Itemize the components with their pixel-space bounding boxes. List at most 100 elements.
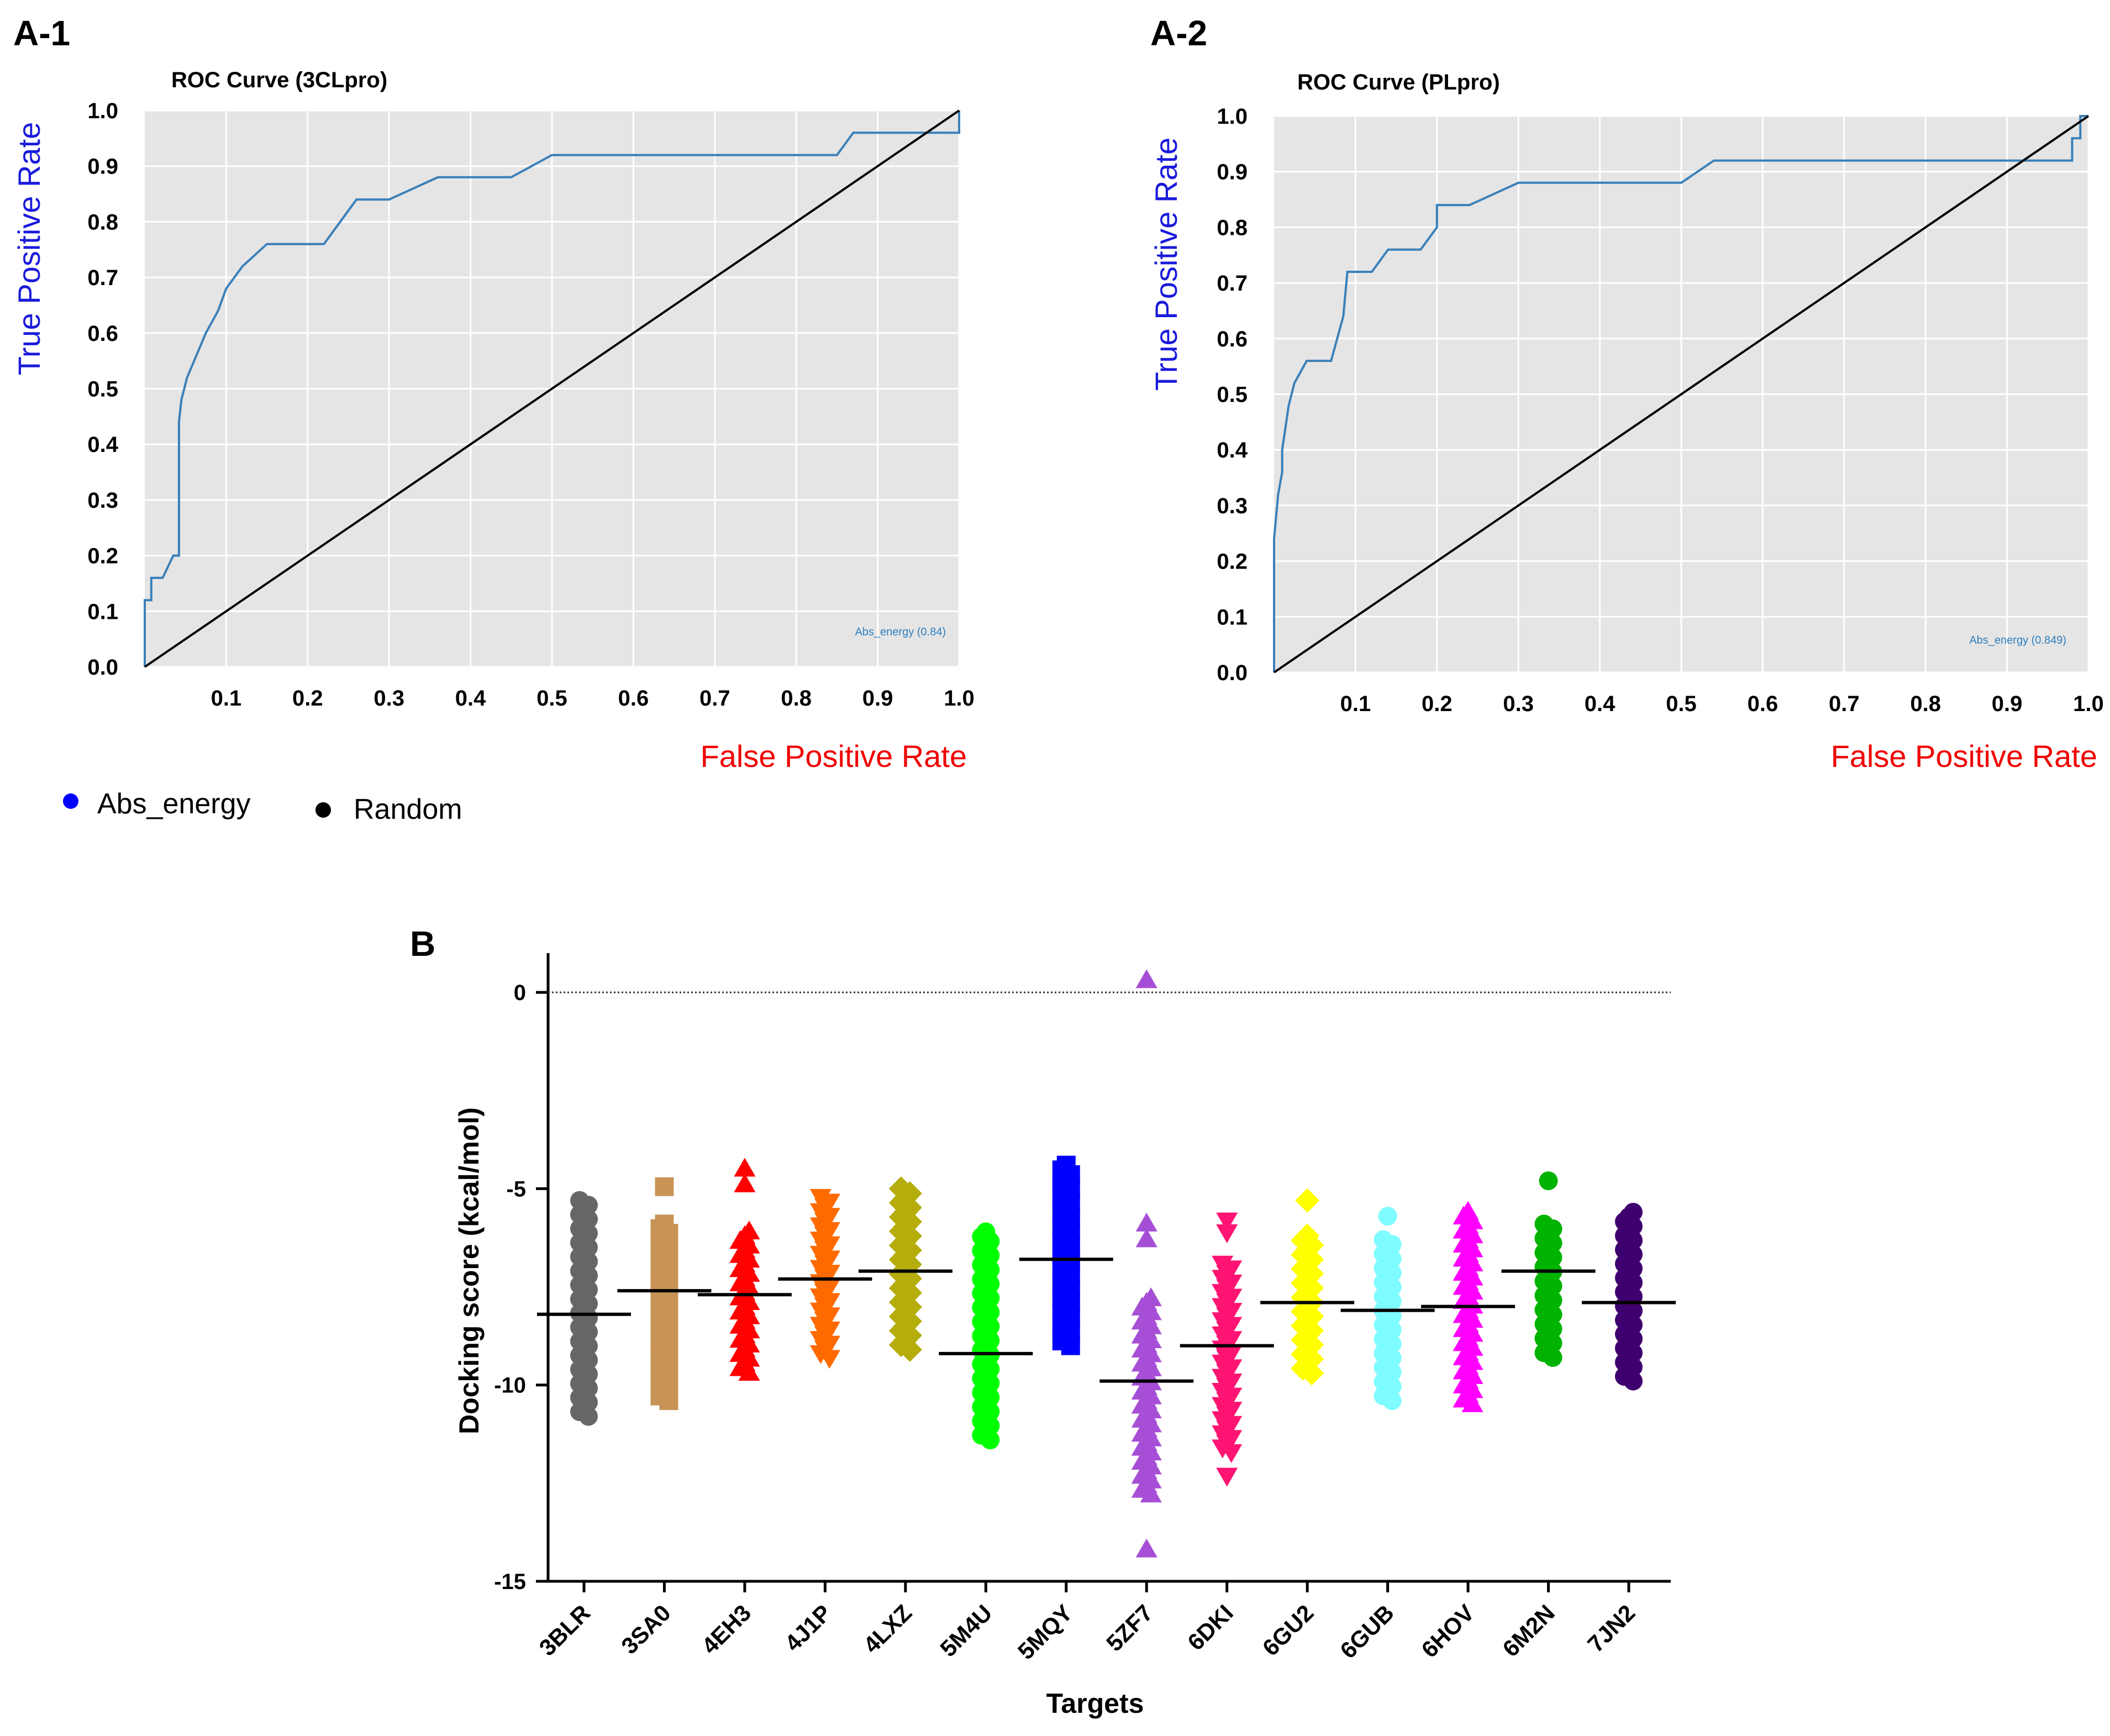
- data-point: [1378, 1207, 1397, 1226]
- data-point: [1534, 1214, 1554, 1234]
- y-tick-label: 0.3: [1217, 494, 1248, 518]
- y-tick-label: 0.2: [87, 544, 118, 569]
- series-6gub: [1340, 1207, 1435, 1411]
- data-point: [1212, 1255, 1234, 1275]
- y-tick-label: -10: [494, 1374, 526, 1398]
- series-5mqy: [1019, 1155, 1113, 1355]
- x-tick-label: 0.5: [536, 686, 567, 711]
- data-point: [1374, 1230, 1393, 1249]
- series-6hov: [1421, 1201, 1516, 1412]
- data-point: [1295, 1223, 1320, 1248]
- auc-label: Abs_energy (0.849): [1969, 634, 2066, 646]
- series-3blr: [537, 1191, 631, 1426]
- data-point: [1135, 1228, 1157, 1248]
- y-axis-label: True Positive Rate: [1149, 138, 1183, 391]
- y-tick-label: 0.8: [87, 210, 118, 234]
- x-tick-label: 0.6: [618, 686, 649, 711]
- series-line-abs-energy: [144, 111, 960, 667]
- x-tick-label: 0.8: [1910, 692, 1941, 716]
- x-axis-label: False Positive Rate: [701, 739, 967, 774]
- data-point: [1056, 1155, 1076, 1175]
- y-tick-label: -5: [506, 1177, 526, 1201]
- y-tick-label: 0.9: [87, 155, 118, 179]
- data-point: [655, 1214, 674, 1234]
- y-tick-label: -15: [494, 1570, 526, 1594]
- chart-title: ROC Curve (3CLpro): [171, 68, 387, 92]
- legend-label-random: Random: [354, 793, 462, 825]
- x-tick-label: 0.7: [1829, 692, 1860, 716]
- legend-label-abs-energy: Abs_energy: [97, 788, 251, 820]
- category-label: 6HOV: [1416, 1600, 1479, 1663]
- category-label: 6M2N: [1497, 1600, 1559, 1661]
- docking-score-chart: Docking score (kcal/mol) Targets 0 -5 -10 -…: [454, 953, 1676, 1719]
- x-tick-label: 0.1: [1340, 692, 1371, 716]
- data-point: [976, 1222, 996, 1241]
- data-point: [738, 1277, 760, 1296]
- data-point: [1135, 1538, 1157, 1558]
- category-label: 4J1P: [780, 1600, 836, 1656]
- series-4j1p: [778, 1188, 872, 1369]
- y-tick-label: 0.0: [1217, 661, 1248, 685]
- x-tick-label: 0.4: [455, 686, 486, 711]
- category-label: 7JN2: [1582, 1600, 1640, 1657]
- x-tick-label: 0.9: [1992, 692, 2023, 716]
- data-point: [1135, 969, 1157, 988]
- x-tick-label: 0.8: [781, 686, 812, 711]
- y-tick-label: 0.4: [87, 433, 118, 457]
- y-tick-label: 0.1: [87, 599, 118, 624]
- y-tick-label: 0.1: [1217, 605, 1248, 629]
- category-label: 6GU2: [1257, 1600, 1319, 1661]
- y-tick-label: 0: [514, 981, 526, 1005]
- data-point: [570, 1191, 589, 1210]
- x-tick-label: 1.0: [2073, 692, 2104, 716]
- y-tick-label: 0.9: [1217, 160, 1248, 185]
- y-tick-label: 0.5: [1217, 383, 1248, 407]
- category-label: 3SA0: [616, 1600, 676, 1659]
- x-tick-label: 0.3: [1503, 692, 1534, 716]
- y-tick-label: 0.2: [1217, 550, 1248, 574]
- series-line-random: [1273, 115, 2090, 674]
- y-tick-label: 0.4: [1217, 438, 1248, 462]
- y-tick-label: 1.0: [87, 99, 118, 123]
- series-6m2n: [1501, 1171, 1596, 1367]
- panel-label-a1: A-1: [13, 13, 70, 53]
- series-5m4u: [939, 1222, 1033, 1450]
- data-point: [738, 1319, 760, 1339]
- legend-marker-abs-energy: [63, 793, 78, 809]
- y-tick-label: 0.5: [87, 377, 118, 402]
- data-point: [1457, 1201, 1479, 1220]
- data-point: [738, 1361, 760, 1381]
- x-axis-label: Targets: [1046, 1688, 1144, 1719]
- y-tick-label: 0.7: [1217, 271, 1248, 296]
- y-tick-label: 1.0: [1217, 104, 1248, 129]
- x-tick-label: 0.4: [1585, 692, 1616, 716]
- series-6dki: [1180, 1212, 1274, 1487]
- data-point: [738, 1249, 760, 1268]
- x-tick-label: 0.7: [699, 686, 730, 711]
- x-axis-label: False Positive Rate: [1831, 739, 2097, 774]
- series-6gu2: [1260, 1188, 1355, 1386]
- data-point: [1216, 1224, 1238, 1243]
- series-3sa0: [617, 1177, 712, 1411]
- data-point: [738, 1305, 760, 1324]
- x-tick-label: 1.0: [944, 686, 975, 711]
- x-tick-label: 0.2: [1422, 692, 1453, 716]
- data-point: [809, 1188, 832, 1208]
- y-tick-label: 0.0: [87, 655, 118, 680]
- roc-chart-3clpro: ROC Curve (3CLpro) True Positive Rate Fa…: [12, 68, 975, 774]
- y-tick-label: 0.7: [87, 266, 118, 290]
- data-point: [888, 1176, 913, 1201]
- data-point: [738, 1221, 760, 1240]
- category-label: 6GUB: [1335, 1600, 1399, 1664]
- x-tick-label: 0.1: [211, 686, 242, 711]
- data-point: [738, 1348, 760, 1367]
- data-point: [734, 1158, 756, 1177]
- series-4eh3: [697, 1158, 792, 1381]
- category-label: 5M4U: [935, 1600, 997, 1661]
- legend-marker-random: [315, 802, 331, 818]
- x-tick-label: 0.3: [373, 686, 404, 711]
- roc-chart-plpro: ROC Curve (PLpro) True Positive Rate Fal…: [1149, 70, 2104, 774]
- category-label: 4LXZ: [858, 1600, 917, 1658]
- series-4lxz: [858, 1176, 953, 1362]
